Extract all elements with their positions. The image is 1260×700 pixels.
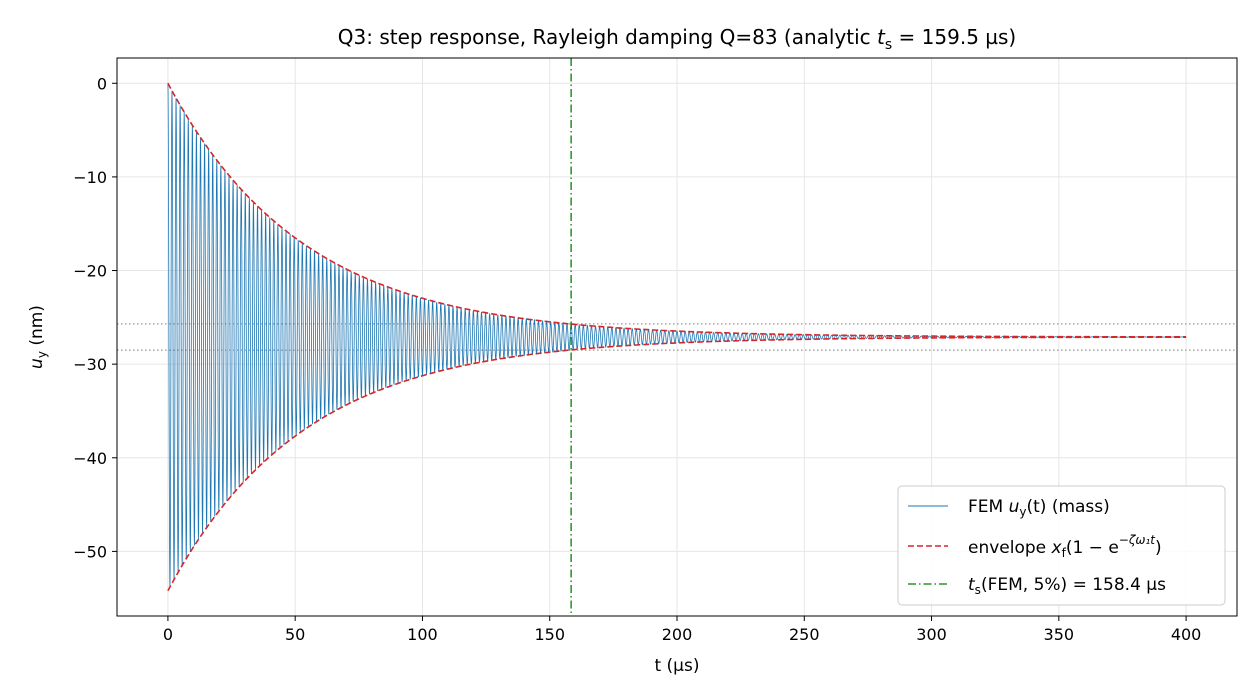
- x-tick-label: 50: [285, 625, 305, 644]
- y-axis-ticks: 0 −10 −20 −30 −40 −50: [73, 74, 117, 561]
- envelope-upper-line: [167, 82, 1187, 338]
- legend-label-envelope: envelope xf(1 − e−ζω₁t): [968, 533, 1162, 560]
- x-tick-label: 150: [534, 625, 565, 644]
- y-tick-label: −30: [73, 355, 107, 374]
- x-axis-ticks: 0 50 100 150 200 250 300 350 400: [163, 616, 1202, 644]
- x-tick-label: 350: [1044, 625, 1075, 644]
- legend-frame: [897, 485, 1226, 606]
- chart-title: Q3: step response, Rayleigh damping Q=83…: [338, 25, 1016, 53]
- x-axis-label: t (µs): [654, 656, 699, 676]
- x-tick-label: 0: [163, 625, 173, 644]
- x-tick-label: 400: [1171, 625, 1202, 644]
- legend-label-settling: ts(FEM, 5%) = 158.4 µs: [968, 575, 1166, 597]
- x-tick-label: 300: [916, 625, 947, 644]
- plot-series: [167, 58, 1187, 616]
- x-tick-label: 100: [407, 625, 438, 644]
- x-tick-label: 250: [789, 625, 820, 644]
- y-tick-label: −50: [73, 542, 107, 561]
- band-lines: [117, 323, 1237, 351]
- y-tick-label: −40: [73, 449, 107, 468]
- y-axis-label: uy (nm): [27, 305, 49, 369]
- legend: FEM uy(t) (mass) envelope xf(1 − e−ζω₁t)…: [897, 485, 1226, 606]
- envelope-lower-line: [167, 336, 1187, 592]
- x-tick-label: 200: [662, 625, 693, 644]
- y-tick-label: −20: [73, 262, 107, 281]
- y-tick-label: 0: [97, 74, 107, 93]
- y-tick-label: −10: [73, 168, 107, 187]
- legend-label-fem: FEM uy(t) (mass): [968, 497, 1110, 519]
